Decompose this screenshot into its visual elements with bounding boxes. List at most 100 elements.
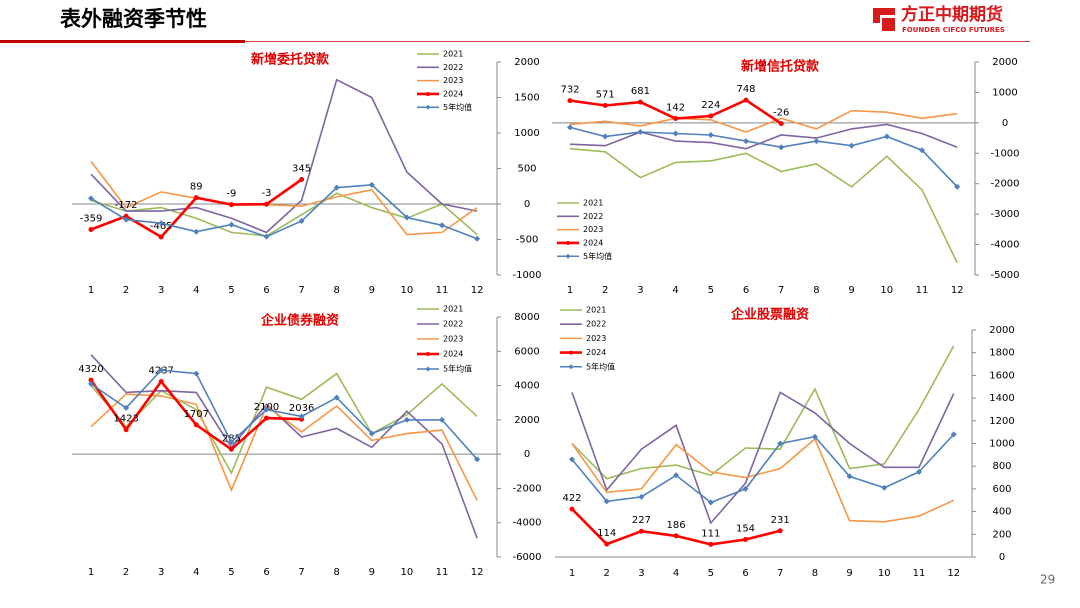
marker <box>602 133 609 140</box>
y-tick-label: 1600 <box>989 370 1014 381</box>
x-tick-label: 5 <box>708 568 714 579</box>
marker <box>637 99 643 105</box>
marker <box>778 121 784 127</box>
data-label: -172 <box>115 200 138 211</box>
x-tick-label: 9 <box>848 285 854 296</box>
x-tick-label: 8 <box>813 285 819 296</box>
legend-label: 2021 <box>443 305 463 314</box>
y-tick-label: 800 <box>992 461 1011 472</box>
x-tick-label: 2 <box>123 567 129 578</box>
legend-label: 2024 <box>583 238 603 247</box>
series-line <box>569 109 958 133</box>
marker <box>193 370 200 377</box>
marker <box>743 138 749 145</box>
x-tick-label: 3 <box>638 568 644 579</box>
y-tick-label: 2000 <box>992 57 1017 68</box>
marker <box>950 431 957 438</box>
series-line <box>569 147 958 264</box>
marker <box>123 216 130 223</box>
legend-marker <box>565 253 571 259</box>
chart-title: 企业债券融资 <box>260 313 339 329</box>
legend-marker <box>566 240 570 245</box>
marker <box>228 202 234 208</box>
legend-marker <box>569 350 573 355</box>
data-label: -26 <box>773 108 789 119</box>
marker <box>673 533 679 539</box>
legend-label: 2023 <box>443 76 463 85</box>
data-label: 114 <box>597 528 616 539</box>
marker <box>569 456 575 463</box>
x-tick-label: 9 <box>369 285 375 296</box>
y-tick-label: 0 <box>524 199 530 210</box>
legend-label: 2024 <box>443 89 463 98</box>
marker <box>439 222 445 229</box>
legend-label: 2021 <box>586 306 606 315</box>
marker <box>158 379 164 385</box>
series-line <box>90 369 478 460</box>
x-tick-label: 7 <box>298 285 304 296</box>
y-tick-label: 1000 <box>989 439 1014 450</box>
series-line <box>569 123 958 150</box>
x-tick-label: 1 <box>88 285 94 296</box>
series-line <box>569 126 958 188</box>
x-tick-label: 1 <box>569 568 575 579</box>
series-line <box>571 391 955 525</box>
y-tick-label: -1000 <box>512 270 541 281</box>
marker <box>673 472 680 479</box>
y-tick-label: 8000 <box>514 312 539 323</box>
marker <box>919 147 925 154</box>
marker <box>811 433 818 440</box>
data-label: 681 <box>631 86 650 97</box>
data-label: 2036 <box>289 403 314 414</box>
series-line <box>90 372 478 475</box>
marker <box>88 380 94 387</box>
series-line <box>571 437 955 523</box>
x-tick-label: 12 <box>947 568 960 579</box>
marker <box>228 446 234 452</box>
marker <box>403 416 410 423</box>
x-tick-label: 2 <box>123 285 129 296</box>
marker <box>264 415 269 421</box>
legend-label: 5年均值 <box>443 364 472 374</box>
series-line <box>90 78 478 234</box>
marker <box>123 213 129 219</box>
legend-label: 5年均值 <box>586 361 615 371</box>
x-tick-label: 10 <box>401 567 414 578</box>
marker <box>403 214 410 221</box>
marker <box>193 228 200 235</box>
x-tick-label: 9 <box>369 567 375 578</box>
chart-title: 新增委托贷款 <box>251 52 330 68</box>
marker <box>299 177 305 183</box>
marker <box>263 233 270 240</box>
legend-label: 2023 <box>586 334 606 343</box>
legend-marker <box>425 366 431 372</box>
marker <box>88 377 94 383</box>
marker <box>954 183 961 190</box>
marker <box>708 113 714 119</box>
data-label: -465 <box>150 221 173 232</box>
y-tick-label: -4000 <box>990 240 1019 251</box>
x-tick-label: 11 <box>916 285 929 296</box>
x-tick-label: 8 <box>334 567 340 578</box>
y-tick-label: 600 <box>992 484 1011 495</box>
marker <box>777 440 784 447</box>
data-label: 227 <box>632 515 651 526</box>
x-tick-label: 12 <box>951 285 964 296</box>
marker <box>158 367 165 374</box>
marker <box>778 144 785 151</box>
x-tick-label: 11 <box>436 567 449 578</box>
marker <box>602 102 608 108</box>
series-line <box>90 160 478 236</box>
legend-marker <box>426 91 430 96</box>
x-tick-label: 6 <box>743 285 749 296</box>
x-tick-label: 6 <box>742 568 748 579</box>
page-number: 29 <box>1040 573 1055 587</box>
y-tick-label: -5000 <box>990 270 1019 281</box>
marker <box>228 221 235 228</box>
marker <box>333 394 340 401</box>
legend-marker <box>425 104 431 110</box>
series-line <box>90 183 478 240</box>
y-tick-label: 0 <box>524 449 530 460</box>
marker <box>333 184 340 191</box>
